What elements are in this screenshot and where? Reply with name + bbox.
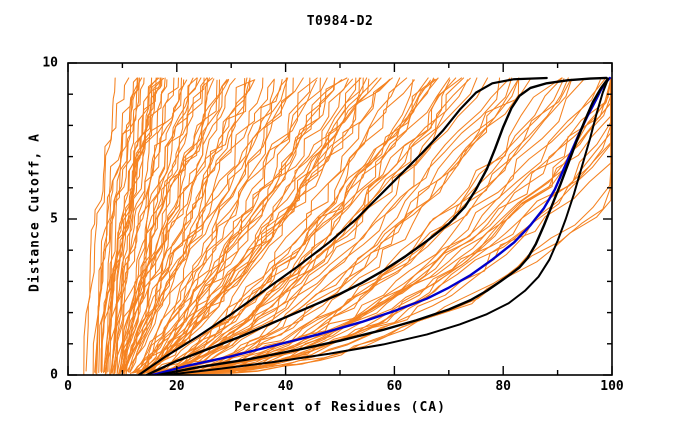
prediction-curve: [147, 78, 370, 375]
prediction-curve: [128, 77, 248, 373]
prediction-curve: [153, 77, 408, 374]
prediction-curve: [138, 77, 362, 374]
prediction-curve: [148, 77, 463, 374]
prediction-curve: [121, 77, 205, 375]
page-title: T0984-D2: [306, 14, 374, 29]
reference-curve-mid-black-steep: [137, 76, 548, 375]
prediction-curve: [146, 78, 391, 372]
prediction-curve: [169, 79, 612, 375]
prediction-curve: [169, 77, 612, 372]
prediction-curve: [144, 77, 318, 373]
prediction-curve: [136, 78, 283, 375]
prediction-curve: [167, 78, 531, 374]
prediction-curve: [138, 77, 304, 372]
x-tick-label: 40: [277, 379, 294, 394]
x-tick-label: 80: [495, 379, 512, 394]
prediction-curve: [129, 77, 348, 375]
prediction-curve: [153, 77, 465, 372]
prediction-curve: [124, 79, 250, 373]
prediction-curve: [184, 77, 612, 373]
prediction-curve: [141, 77, 382, 375]
prediction-curve: [144, 79, 343, 373]
prediction-curve: [123, 79, 256, 372]
x-tick-label: 100: [600, 379, 624, 394]
prediction-curve: [95, 77, 143, 374]
prediction-curve: [134, 77, 287, 373]
prediction-curve: [116, 79, 218, 375]
prediction-curve: [121, 77, 289, 375]
reference-curve-reference-lower: [156, 78, 609, 375]
prediction-curve: [114, 78, 215, 374]
prediction-curve: [178, 77, 612, 373]
prediction-curve: [100, 77, 158, 372]
prediction-curve: [149, 77, 511, 372]
x-tick-label: 60: [386, 379, 403, 394]
prediction-curve: [153, 77, 435, 375]
prediction-curve: [121, 79, 220, 373]
prediction-curve: [85, 77, 130, 372]
x-axis-label: Percent of Residues (CA): [234, 400, 446, 415]
prediction-curve: [83, 77, 116, 375]
prediction-curve: [94, 77, 138, 373]
prediction-curve: [98, 77, 153, 374]
prediction-curve: [122, 77, 210, 373]
prediction-curve: [109, 77, 166, 375]
prediction-curve: [175, 77, 612, 374]
curve-group: [83, 76, 612, 375]
y-tick-label: 5: [50, 211, 58, 227]
prediction-curve: [164, 79, 572, 375]
prediction-curve: [119, 79, 228, 373]
prediction-curve: [160, 77, 501, 374]
prediction-curve: [106, 77, 165, 374]
reference-curve-best-reference-upper: [145, 76, 608, 375]
prediction-curve: [177, 77, 612, 373]
prediction-curve: [133, 77, 378, 374]
y-tick-label: 10: [42, 55, 58, 71]
prediction-curve: [141, 77, 364, 375]
x-tick-label: 20: [168, 379, 185, 394]
prediction-curve: [150, 79, 469, 373]
prediction-curve: [129, 79, 255, 373]
prediction-curve: [126, 78, 288, 373]
prediction-curve: [110, 77, 182, 375]
prediction-curve: [133, 79, 275, 373]
prediction-curve: [103, 77, 138, 374]
x-tick-label: 0: [64, 379, 72, 394]
y-tick-label: 0: [50, 367, 58, 383]
prediction-curve: [134, 79, 335, 373]
reference-curve-reference-lower-2: [164, 77, 610, 375]
prediction-curve: [155, 77, 478, 374]
prediction-curve: [166, 78, 612, 373]
prediction-curve: [120, 78, 236, 372]
prediction-curve: [103, 77, 175, 373]
prediction-curve: [137, 78, 349, 374]
prediction-curve: [111, 77, 208, 374]
prediction-curve: [151, 77, 450, 372]
prediction-curve: [137, 77, 357, 375]
prediction-curve: [172, 79, 584, 374]
axis-group: [67, 62, 613, 376]
prediction-curve: [103, 79, 168, 373]
